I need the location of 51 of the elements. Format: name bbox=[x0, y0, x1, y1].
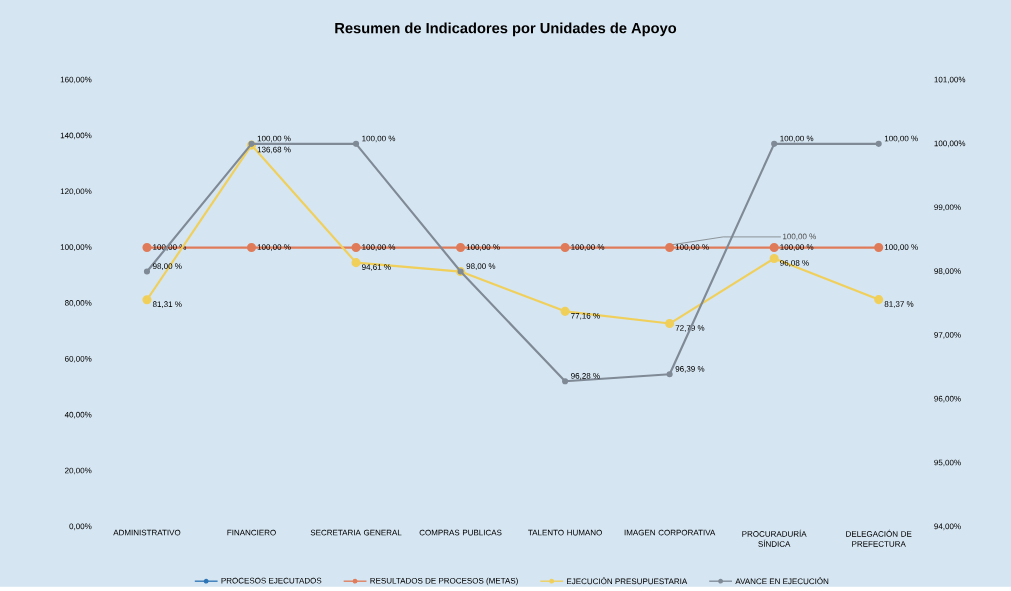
x-tick-label: TALENTO HUMANO bbox=[528, 529, 602, 536]
data-label: 96,28 % bbox=[571, 373, 600, 380]
y2-tick-label: 96,00% bbox=[934, 396, 961, 403]
data-label: 81,37 % bbox=[884, 301, 914, 309]
y2-tick-label: 99,00% bbox=[934, 204, 961, 212]
data-label: 100,00 % bbox=[571, 244, 605, 252]
y-tick-label: 40,00% bbox=[64, 412, 92, 419]
y-tick-label: 80,00% bbox=[64, 300, 92, 307]
y-tick-label: 20,00% bbox=[65, 467, 92, 475]
x-tick-label: SECRETARIA GENERAL bbox=[310, 529, 402, 536]
legend-label: AVANCE EN EJECUCIÓN bbox=[735, 577, 829, 585]
data-label: 81,31 % bbox=[152, 301, 182, 309]
data-label: 100,00 % bbox=[466, 244, 500, 252]
legend-label: EJECUCIÓN PRESUPUESTARIA bbox=[567, 577, 688, 585]
data-label: 100,00 % bbox=[675, 244, 709, 252]
data-label: 72,79 % bbox=[675, 325, 705, 332]
y2-tick-label: 98,00% bbox=[934, 268, 961, 276]
y2-tick-label: 100,00% bbox=[934, 140, 966, 148]
data-label: 100,00 % bbox=[257, 135, 291, 143]
x-tick-label: IMAGEN CORPORATIVA bbox=[624, 529, 716, 536]
y-tick-label: 0,00% bbox=[69, 523, 92, 531]
x-tick-label: PROCURADURÍA SÍNDICA bbox=[742, 529, 807, 547]
y-tick-label: 60,00% bbox=[65, 356, 92, 363]
y-tick-label: 120,00% bbox=[60, 188, 92, 196]
data-label: 96,39 % bbox=[675, 366, 705, 373]
data-label: 94,61 % bbox=[362, 264, 391, 272]
data-label: 100,00 % bbox=[362, 244, 396, 252]
data-label: 100,00 % bbox=[362, 135, 396, 143]
data-label: 136,68 % bbox=[257, 146, 291, 154]
y2-tick-label: 101,00% bbox=[934, 76, 966, 84]
y-tick-label: 160,00% bbox=[60, 76, 92, 84]
data-label: 100,00 % bbox=[780, 244, 814, 252]
y2-tick-label: 94,00% bbox=[934, 523, 961, 531]
y-tick-label: 140,00% bbox=[60, 132, 92, 140]
y2-tick-label: 97,00% bbox=[934, 332, 961, 339]
data-label: 98,00 % bbox=[466, 263, 496, 271]
y2-tick-label: 95,00% bbox=[934, 459, 961, 467]
x-tick-label: FINANCIERO bbox=[227, 529, 276, 536]
y-tick-label: 100,00% bbox=[60, 244, 92, 252]
annotation: 100,00 % bbox=[783, 233, 816, 241]
x-tick-label: COMPRAS PUBLICAS bbox=[419, 529, 502, 536]
data-label: 100,00 % bbox=[257, 244, 291, 252]
chart-title: Resumen de Indicadores por Unidades de Apoyo bbox=[335, 22, 677, 37]
legend-label: PROCESOS EJECUTADOS bbox=[221, 578, 322, 584]
data-label: 77,16 % bbox=[571, 313, 600, 320]
x-tick-label: DELEGACIÓN DE PREFECTURA bbox=[846, 529, 912, 547]
data-label: 100,00 % bbox=[780, 135, 814, 143]
data-label: 100,00 % bbox=[884, 244, 918, 252]
legend-label: RESULTADOS DE PROCESOS (METAS) bbox=[370, 577, 518, 586]
data-label: 100,00 % bbox=[884, 135, 918, 143]
x-tick-label: ADMINISTRATIVO bbox=[113, 529, 181, 536]
